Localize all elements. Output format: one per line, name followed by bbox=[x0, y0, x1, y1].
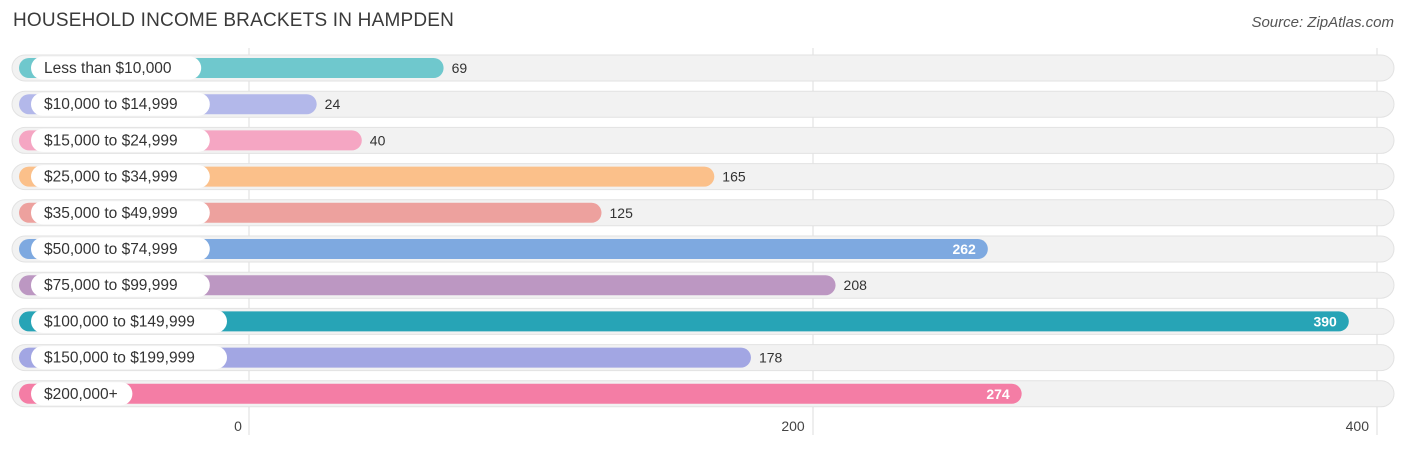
category-label-pill bbox=[31, 92, 210, 116]
source-note: Source: ZipAtlas.com bbox=[1251, 14, 1394, 31]
value-label: 274 bbox=[986, 386, 1010, 402]
bar bbox=[19, 311, 1349, 332]
category-label-pill bbox=[31, 237, 210, 261]
x-tick-label: 400 bbox=[1346, 418, 1370, 434]
value-label: 125 bbox=[610, 205, 634, 221]
category-label: Less than $10,000 bbox=[44, 60, 172, 77]
category-label: $150,000 to $199,999 bbox=[44, 350, 195, 367]
value-label: 69 bbox=[452, 60, 468, 76]
bar bbox=[19, 275, 836, 296]
category-label-pill bbox=[31, 346, 227, 370]
value-label: 208 bbox=[844, 277, 868, 293]
category-label-pill bbox=[31, 56, 202, 80]
value-label: 24 bbox=[325, 96, 341, 112]
value-label: 178 bbox=[759, 350, 783, 366]
value-label: 390 bbox=[1313, 313, 1337, 329]
value-label: 40 bbox=[370, 132, 386, 148]
category-label: $75,000 to $99,999 bbox=[44, 277, 178, 294]
value-label: 262 bbox=[952, 241, 976, 257]
category-label: $35,000 to $49,999 bbox=[44, 205, 178, 222]
category-label: $25,000 to $34,999 bbox=[44, 169, 178, 186]
bar-track bbox=[11, 90, 1395, 118]
category-label-pill bbox=[31, 201, 210, 225]
category-label: $15,000 to $24,999 bbox=[44, 132, 178, 149]
category-label-pill bbox=[31, 382, 133, 406]
category-label-pill bbox=[31, 309, 227, 333]
category-label: $200,000+ bbox=[44, 386, 118, 403]
category-label-pill bbox=[31, 128, 210, 152]
x-tick-label: 200 bbox=[781, 418, 805, 434]
category-label: $100,000 to $149,999 bbox=[44, 313, 195, 330]
value-label: 165 bbox=[722, 169, 746, 185]
category-label-pill bbox=[31, 165, 210, 189]
category-label: $10,000 to $14,999 bbox=[44, 96, 178, 113]
bar bbox=[19, 383, 1022, 404]
chart-title: HOUSEHOLD INCOME BRACKETS IN HAMPDEN bbox=[13, 10, 455, 31]
category-label: $50,000 to $74,999 bbox=[44, 241, 178, 258]
x-tick-label: 0 bbox=[234, 418, 242, 434]
bar bbox=[19, 239, 988, 259]
category-label-pill bbox=[31, 273, 210, 297]
